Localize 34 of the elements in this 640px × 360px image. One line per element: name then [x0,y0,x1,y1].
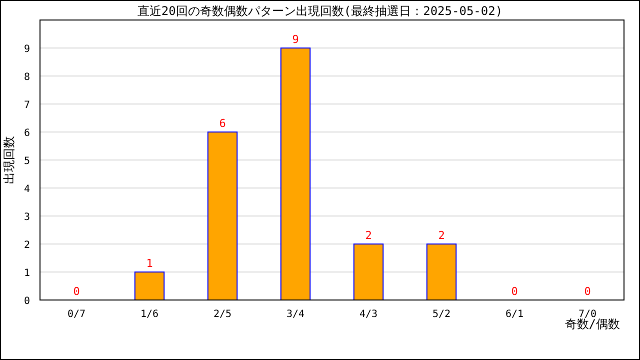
data-label: 2 [365,229,372,242]
y-tick-label: 3 [24,212,30,223]
y-tick-label: 1 [24,268,30,279]
data-label: 0 [584,285,591,298]
x-tick-label: 6/1 [505,309,524,320]
x-axis-title: 奇数/偶数 [564,317,620,331]
y-tick-label: 7 [24,100,30,111]
data-label: 0 [73,285,80,298]
y-tick-label: 8 [24,72,30,83]
x-tick-label: 7/0 [578,309,597,320]
bar [426,244,457,300]
y-tick-label: 2 [24,240,30,251]
y-tick-label: 4 [24,184,30,195]
x-tick-label: 2/5 [213,309,232,320]
bar [134,272,165,300]
bar [280,48,311,300]
bar [207,132,238,300]
data-label: 9 [292,33,299,46]
x-tick-label: 5/2 [432,309,451,320]
y-tick-label: 0 [24,296,30,307]
x-tick-label: 4/3 [359,309,378,320]
y-tick-label: 9 [24,44,30,55]
data-label: 1 [146,257,153,270]
y-axis-title: 出現回数 [2,136,16,184]
x-tick-label: 1/6 [140,309,159,320]
data-label: 2 [438,229,445,242]
bar [353,244,384,300]
x-tick-label: 3/4 [286,309,305,320]
data-label: 0 [511,285,518,298]
y-tick-label: 6 [24,128,30,139]
y-tick-label: 5 [24,156,30,167]
data-label: 6 [219,117,226,130]
chart-title: 直近20回の奇数偶数パターン出現回数(最終抽選日：2025-05-02) [137,4,503,18]
x-tick-label: 0/7 [67,309,86,320]
